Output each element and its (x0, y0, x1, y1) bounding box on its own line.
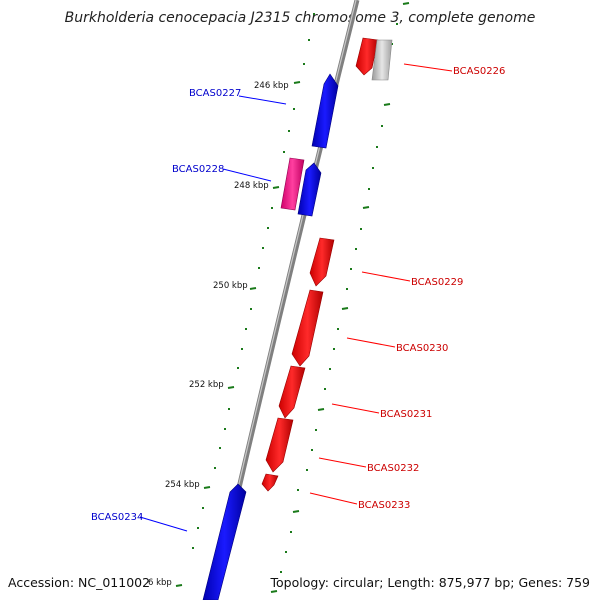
scale-label-248: 248 kbp (234, 181, 269, 191)
genome-stats-text: Topology: circular; Length: 875,977 bp; … (270, 575, 591, 590)
gene-label-BCAS0226[interactable]: BCAS0226 (453, 66, 505, 77)
scale-label-246: 246 kbp (254, 81, 289, 91)
gene-BCAS0230[interactable] (291, 289, 324, 367)
map-title: Burkholderia cenocepacia J2315 chromosom… (64, 10, 536, 26)
gene-label-BCAS0230[interactable]: BCAS0230 (396, 343, 448, 354)
tick-marks-outer (270, 2, 410, 593)
accession-text: Accession: NC_011002 (8, 575, 151, 590)
gene-label-BCAS0231[interactable]: BCAS0231 (380, 409, 432, 420)
gene-label-BCAS0229[interactable]: BCAS0229 (411, 277, 463, 288)
gene-label-BCAS0232[interactable]: BCAS0232 (367, 463, 419, 474)
gene-BCAS0233[interactable] (261, 473, 279, 492)
gene-label-BCAS0227[interactable]: BCAS0227 (189, 88, 241, 99)
scale-label-254: 254 kbp (165, 480, 200, 490)
gene-BCAS0228[interactable] (280, 157, 322, 217)
gene-label-BCAS0234[interactable]: BCAS0234 (91, 512, 143, 523)
scale-label-252: 252 kbp (189, 380, 224, 390)
gene-label-BCAS0233[interactable]: BCAS0233 (358, 500, 410, 511)
scale-label-256: 6 kbp (148, 578, 172, 588)
gene-BCAS0227[interactable] (311, 73, 339, 149)
label-leaders (139, 63, 453, 532)
gene-BCAS0229[interactable] (309, 237, 335, 287)
gene-label-BCAS0228[interactable]: BCAS0228 (172, 164, 224, 175)
scale-label-250: 250 kbp (213, 281, 248, 291)
gene-BCAS0231[interactable] (278, 365, 306, 419)
gene-BCAS0226[interactable] (355, 37, 393, 81)
tick-marks-inner (175, 13, 315, 587)
gene-BCAS0232[interactable] (265, 417, 294, 473)
gene-BCAS0234[interactable] (202, 483, 247, 600)
